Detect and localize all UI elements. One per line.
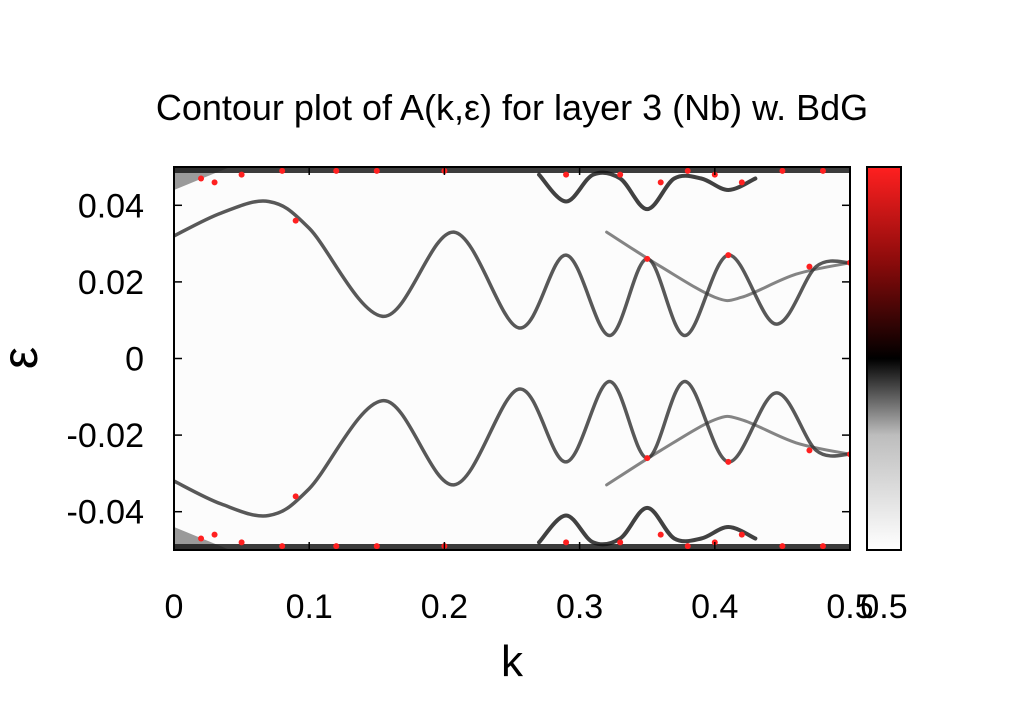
y-tick-label: -0.04 [67, 494, 145, 532]
colorbar: 0.5 [860, 166, 908, 626]
x-tick-label: 0.1 [286, 588, 333, 626]
intensity-speck [198, 175, 205, 182]
intensity-speck [738, 179, 745, 186]
x-tick-label: 0.3 [556, 588, 603, 626]
intensity-speck [657, 179, 664, 186]
intensity-speck [657, 531, 664, 538]
intensity-speck [738, 531, 745, 538]
intensity-speck [292, 493, 299, 500]
x-tick-label: 0.4 [691, 588, 738, 626]
intensity-speck [806, 447, 813, 454]
x-tick-label: 0.2 [421, 588, 468, 626]
band-upper-branch [605, 230, 850, 303]
intensity-speck [684, 543, 691, 550]
x-tick-label: 0 [165, 588, 184, 626]
band-edge-lower [537, 505, 758, 547]
intensity-speck [779, 543, 786, 550]
plot-area [173, 166, 851, 551]
intensity-speck [211, 179, 218, 186]
band-upper [174, 199, 850, 338]
band-edge-upper [537, 170, 758, 212]
intensity-speck [211, 531, 218, 538]
intensity-speck [563, 171, 570, 178]
edge-strip-bottom [174, 544, 850, 550]
chart-title: Contour plot of A(k,ε) for layer 3 (Nb) … [156, 87, 868, 128]
band-lower-branch [605, 414, 850, 487]
intensity-speck [806, 263, 813, 270]
intensity-speck [279, 167, 286, 174]
intensity-speck [373, 543, 380, 550]
y-tick-label: 0.04 [78, 187, 144, 225]
intensity-speck [644, 255, 651, 262]
edge-strip-top [174, 167, 850, 173]
x-axis-label: k [501, 637, 524, 686]
intensity-speck [238, 539, 245, 546]
intensity-speck [725, 252, 732, 259]
colorbar-gradient [866, 166, 902, 551]
colorbar-max-label: 0.5 [860, 588, 907, 626]
intensity-speck [333, 543, 340, 550]
intensity-speck [279, 543, 286, 550]
intensity-speck [373, 167, 380, 174]
intensity-speck [238, 171, 245, 178]
intensity-speck [617, 539, 624, 546]
intensity-speck [333, 167, 340, 174]
plot-background [174, 167, 850, 550]
intensity-speck [617, 171, 624, 178]
y-tick-label: -0.02 [67, 417, 145, 455]
intensity-speck [819, 167, 826, 174]
intensity-speck [563, 539, 570, 546]
intensity-speck [292, 217, 299, 224]
y-axis-label: ε [0, 347, 48, 369]
intensity-speck [684, 167, 691, 174]
intensity-speck [725, 458, 732, 465]
y-tick-label: 0 [125, 341, 144, 379]
y-tick-label: 0.02 [78, 264, 144, 302]
intensity-speck [819, 543, 826, 550]
x-axis: 0 0.1 0.2 0.3 0.4 0.5 [165, 167, 874, 626]
x-tick-label: 0.5 [826, 588, 873, 626]
y-axis: 0.04 0.02 0 -0.02 -0.04 [67, 187, 850, 532]
band-lower [174, 379, 850, 518]
intensity-speck [644, 455, 651, 462]
intensity-speck [779, 167, 786, 174]
intensity-speck [198, 535, 205, 542]
